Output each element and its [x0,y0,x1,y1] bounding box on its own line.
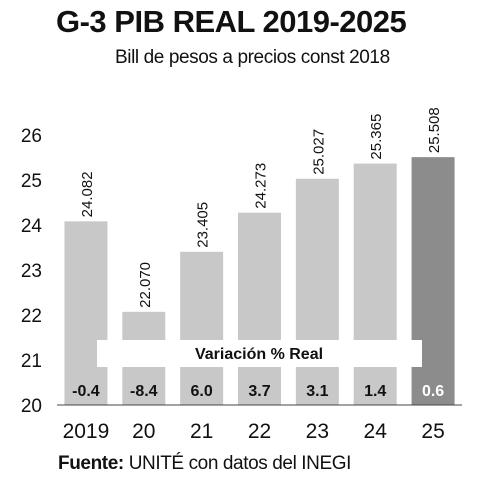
variation-value: 0.6 [422,383,444,400]
y-tick-label: 22 [21,306,42,327]
y-tick-label: 20 [21,396,42,417]
y-tick-label: 23 [21,261,42,282]
data-label: 24.273 [253,163,270,209]
variation-band [97,340,422,367]
chart-title: G-3 PIB REAL 2019-2025 [56,4,407,39]
x-tick-label: 2019 [63,420,110,443]
variation-value: -8.4 [130,383,158,400]
y-tick-label: 25 [21,171,42,192]
bar [411,157,455,405]
variation-label: Variación % Real [195,346,323,363]
x-tick-label: 23 [306,420,329,443]
chart-subtitle: Bill de pesos a precios const 2018 [115,47,390,68]
data-label: 24.082 [79,171,96,217]
data-label: 25.508 [426,107,443,153]
bar [64,221,108,405]
variation-value: 1.4 [364,383,386,400]
source-note: Fuente: UNITÉ con datos del INEGI [58,453,351,475]
source-label: Fuente: [58,453,124,474]
bar [180,251,224,405]
x-tick-label: 21 [190,420,213,443]
data-label: 25.365 [368,114,385,160]
source-text: UNITÉ con datos del INEGI [123,453,352,474]
variation-value: 3.7 [248,383,270,400]
bar [238,212,281,405]
y-tick-label: 24 [21,216,43,237]
x-tick-label: 24 [364,420,388,443]
y-tick-label: 26 [21,126,42,147]
bar [353,163,397,405]
variation-value: 6.0 [191,383,213,400]
data-label: 25.027 [310,129,327,175]
x-tick-label: 20 [132,420,155,443]
bar [295,178,339,405]
y-tick-label: 21 [21,351,42,372]
variation-value: 3.1 [306,383,328,400]
data-label: 23.405 [195,202,212,248]
variation-value: -0.4 [72,383,100,400]
x-tick-label: 25 [421,420,444,443]
x-tick-label: 22 [248,420,271,443]
data-label: 22.070 [137,262,154,308]
